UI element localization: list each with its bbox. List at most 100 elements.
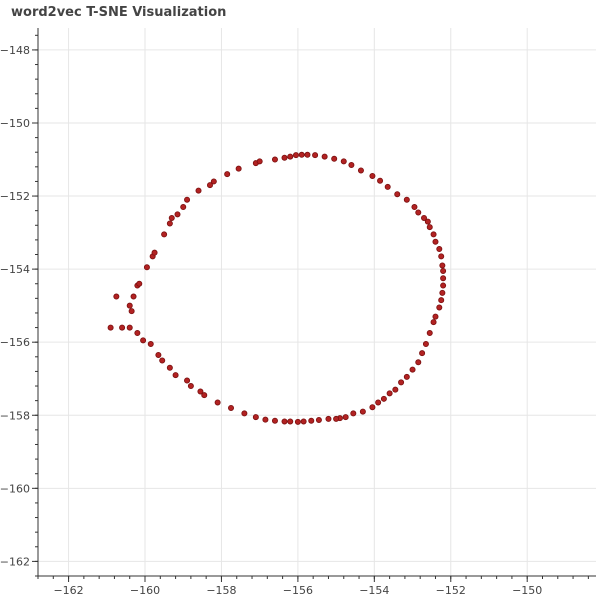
axes: −162 −160 −158 −156 −154 −152 −150 −148 −150 −152… [0,28,596,597]
data-point [155,351,162,358]
data-point [294,418,301,425]
data-point [419,350,426,357]
data-point [380,395,387,402]
data-point [228,404,235,411]
data-point [432,238,439,245]
data-point [206,182,213,189]
data-point [426,224,433,231]
data-point [440,282,447,289]
data-point [134,330,141,337]
data-point [333,415,340,422]
data-point [140,337,147,344]
y-tick-label: −150 [0,117,30,130]
data-point [342,414,349,421]
data-point [331,155,338,162]
data-point [143,264,150,271]
data-points [107,151,447,425]
data-point [439,289,446,296]
data-point [136,280,143,287]
data-point [357,167,364,174]
data-point [340,158,347,165]
data-point [398,379,405,386]
data-point [430,231,437,238]
data-point [287,153,294,160]
data-point [287,418,294,425]
grid [38,28,596,576]
y-tick-label: −156 [0,336,30,349]
data-point [325,415,332,422]
data-point [392,386,399,393]
data-point [415,209,422,216]
data-point [422,341,429,348]
data-point [304,151,311,158]
data-point [411,204,418,211]
data-point [197,388,204,395]
data-point [436,246,443,253]
data-point [415,359,422,366]
data-point [224,171,231,178]
data-point [195,187,202,194]
data-point [348,161,355,168]
data-point [241,410,248,417]
data-point [184,196,191,203]
data-point [438,253,445,260]
data-point [166,220,173,227]
data-point [126,302,133,309]
x-tick-label: −154 [359,584,389,597]
data-point [359,408,366,415]
data-point [424,218,431,225]
data-point [128,308,135,315]
data-point [166,364,173,371]
data-point [256,158,263,165]
data-point [298,151,305,158]
data-point [403,373,410,380]
data-point [321,153,328,160]
data-point [369,172,376,179]
data-point [436,304,443,311]
y-tick-label: −148 [0,44,30,57]
chart-title: word2vec T-SNE Visualization [11,5,227,20]
data-point [172,372,179,379]
data-point [130,293,137,300]
data-point [113,293,120,300]
data-point [426,330,433,337]
data-point [438,297,445,304]
x-tick-label: −150 [512,584,542,597]
data-point [292,152,299,159]
data-point [432,313,439,320]
data-point [126,324,133,331]
y-tick-label: −160 [0,482,30,495]
data-point [262,416,269,423]
data-point [350,410,357,417]
data-point [312,152,319,159]
data-point [394,191,401,198]
x-tick-label: −160 [130,584,160,597]
data-point [271,417,278,424]
data-point [271,156,278,163]
data-point [107,324,114,331]
data-point [315,417,322,424]
data-point [281,154,288,161]
data-point [147,341,154,348]
y-tick-label: −154 [0,263,30,276]
data-point [174,211,181,218]
x-tick-label: −162 [53,584,83,597]
data-point [409,366,416,373]
data-point [151,249,158,256]
data-point [161,231,168,238]
data-point [440,275,447,282]
y-tick-label: −158 [0,409,30,422]
data-point [300,418,307,425]
data-point [375,399,382,406]
data-point [421,214,428,221]
x-tick-label: −156 [283,584,313,597]
data-point [439,262,446,269]
data-point [386,390,393,397]
data-point [210,178,217,185]
data-point [235,165,242,172]
y-tick-label: −162 [0,555,30,568]
data-point [308,417,315,424]
data-point [159,357,166,364]
